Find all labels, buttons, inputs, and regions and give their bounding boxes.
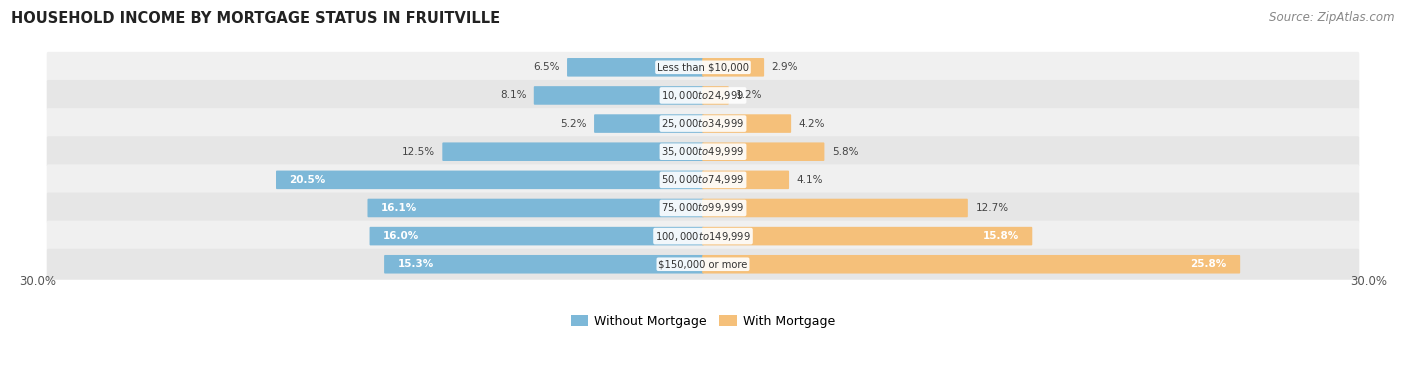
FancyBboxPatch shape	[46, 52, 1360, 83]
FancyBboxPatch shape	[702, 86, 728, 105]
FancyBboxPatch shape	[702, 255, 1240, 274]
Text: 30.0%: 30.0%	[1350, 275, 1386, 288]
Text: Less than $10,000: Less than $10,000	[657, 62, 749, 72]
Text: 20.5%: 20.5%	[290, 175, 326, 185]
FancyBboxPatch shape	[702, 114, 792, 133]
Text: $150,000 or more: $150,000 or more	[658, 259, 748, 269]
FancyBboxPatch shape	[702, 199, 967, 217]
FancyBboxPatch shape	[702, 58, 763, 77]
FancyBboxPatch shape	[567, 58, 704, 77]
FancyBboxPatch shape	[702, 227, 1032, 245]
Legend: Without Mortgage, With Mortgage: Without Mortgage, With Mortgage	[571, 314, 835, 328]
Text: 5.2%: 5.2%	[560, 119, 586, 129]
Text: 4.1%: 4.1%	[797, 175, 823, 185]
Text: Source: ZipAtlas.com: Source: ZipAtlas.com	[1270, 11, 1395, 24]
FancyBboxPatch shape	[46, 80, 1360, 111]
FancyBboxPatch shape	[46, 192, 1360, 223]
FancyBboxPatch shape	[370, 227, 704, 245]
Text: 16.1%: 16.1%	[381, 203, 418, 213]
Text: $10,000 to $24,999: $10,000 to $24,999	[661, 89, 745, 102]
Text: 12.5%: 12.5%	[402, 147, 434, 157]
FancyBboxPatch shape	[702, 143, 824, 161]
FancyBboxPatch shape	[443, 143, 704, 161]
Text: 2.9%: 2.9%	[772, 62, 799, 72]
Text: $35,000 to $49,999: $35,000 to $49,999	[661, 145, 745, 158]
FancyBboxPatch shape	[595, 114, 704, 133]
FancyBboxPatch shape	[46, 221, 1360, 252]
Text: 6.5%: 6.5%	[533, 62, 560, 72]
FancyBboxPatch shape	[46, 164, 1360, 195]
FancyBboxPatch shape	[46, 136, 1360, 167]
Text: 15.3%: 15.3%	[398, 259, 433, 269]
Text: 12.7%: 12.7%	[976, 203, 1008, 213]
FancyBboxPatch shape	[702, 170, 789, 189]
FancyBboxPatch shape	[384, 255, 704, 274]
FancyBboxPatch shape	[46, 249, 1360, 280]
Text: $75,000 to $99,999: $75,000 to $99,999	[661, 201, 745, 214]
Text: 5.8%: 5.8%	[832, 147, 859, 157]
FancyBboxPatch shape	[367, 199, 704, 217]
Text: 15.8%: 15.8%	[983, 231, 1019, 241]
Text: 8.1%: 8.1%	[499, 90, 526, 101]
Text: HOUSEHOLD INCOME BY MORTGAGE STATUS IN FRUITVILLE: HOUSEHOLD INCOME BY MORTGAGE STATUS IN F…	[11, 11, 501, 26]
Text: $25,000 to $34,999: $25,000 to $34,999	[661, 117, 745, 130]
Text: 25.8%: 25.8%	[1191, 259, 1227, 269]
Text: 1.2%: 1.2%	[737, 90, 763, 101]
Text: $50,000 to $74,999: $50,000 to $74,999	[661, 174, 745, 186]
FancyBboxPatch shape	[46, 108, 1360, 139]
Text: 4.2%: 4.2%	[799, 119, 825, 129]
Text: 30.0%: 30.0%	[20, 275, 56, 288]
FancyBboxPatch shape	[276, 170, 704, 189]
Text: $100,000 to $149,999: $100,000 to $149,999	[655, 229, 751, 243]
Text: 16.0%: 16.0%	[382, 231, 419, 241]
FancyBboxPatch shape	[534, 86, 704, 105]
